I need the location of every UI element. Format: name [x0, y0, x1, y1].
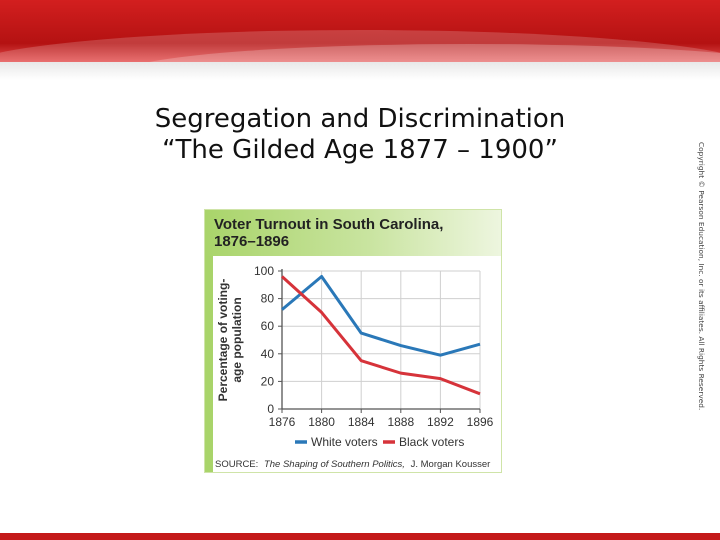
copyright-text: Copyright © Pearson Education, Inc. or i… [697, 142, 706, 411]
slide-title: Segregation and Discrimination “The Gild… [100, 104, 620, 166]
x-tick-label: 1880 [308, 415, 335, 429]
y-axis-label-line-1: Percentage of voting- [216, 279, 230, 402]
grid [282, 270, 481, 409]
chart-side-strip [205, 256, 213, 472]
chart-title-line-2: 1876–1896 [214, 233, 290, 250]
source-author: J. Morgan Kousser [411, 459, 491, 470]
y-tick-label: 80 [261, 292, 275, 306]
legend-label: White voters [311, 435, 378, 449]
bottom-bar [0, 533, 720, 540]
source-title: The Shaping of Southern Politics, [264, 459, 405, 470]
chart-title-line-1: Voter Turnout in South Carolina, [214, 216, 444, 233]
top-banner [0, 0, 720, 62]
y-tick-label: 40 [261, 347, 275, 361]
x-tick-label: 1884 [348, 415, 375, 429]
y-tick-label: 60 [261, 319, 275, 333]
line-chart: 0 20 40 60 80 100 1876 1880 1884 1888 1892 1896 Per… [215, 264, 494, 470]
x-tick-label: 1888 [387, 415, 414, 429]
y-tick-label: 100 [254, 264, 274, 278]
axes: 0 20 40 60 80 100 1876 1880 1884 1888 1892 1896 [254, 264, 494, 429]
legend-label: Black voters [399, 435, 464, 449]
x-tick-label: 1892 [427, 415, 454, 429]
chart-title: Voter Turnout in South Carolina, 1876–18… [214, 216, 494, 250]
legend: White voters Black voters [295, 435, 464, 449]
series-line-black-voters [280, 275, 481, 396]
slide-title-line-2: “The Gilded Age 1877 – 1900” [162, 135, 558, 165]
copyright-notice: Copyright © Pearson Education, Inc. or i… [697, 142, 715, 410]
chart-header: Voter Turnout in South Carolina, 1876–18… [205, 210, 501, 256]
x-tick-label: 1896 [467, 415, 494, 429]
y-tick-label: 0 [267, 402, 274, 416]
chart-card: Voter Turnout in South Carolina, 1876–18… [204, 209, 502, 473]
series-line-white-voters [281, 275, 481, 357]
series [280, 275, 481, 396]
x-tick-label: 1876 [269, 415, 296, 429]
banner-shadow [0, 62, 720, 80]
y-axis-label-line-2: age population [230, 297, 244, 382]
y-tick-label: 20 [261, 374, 275, 388]
banner-sweep-2 [120, 44, 720, 62]
source-label: SOURCE: [215, 459, 258, 470]
slide-title-line-1: Segregation and Discrimination [154, 104, 566, 134]
source-note: SOURCE: The Shaping of Southern Politics… [215, 459, 490, 470]
